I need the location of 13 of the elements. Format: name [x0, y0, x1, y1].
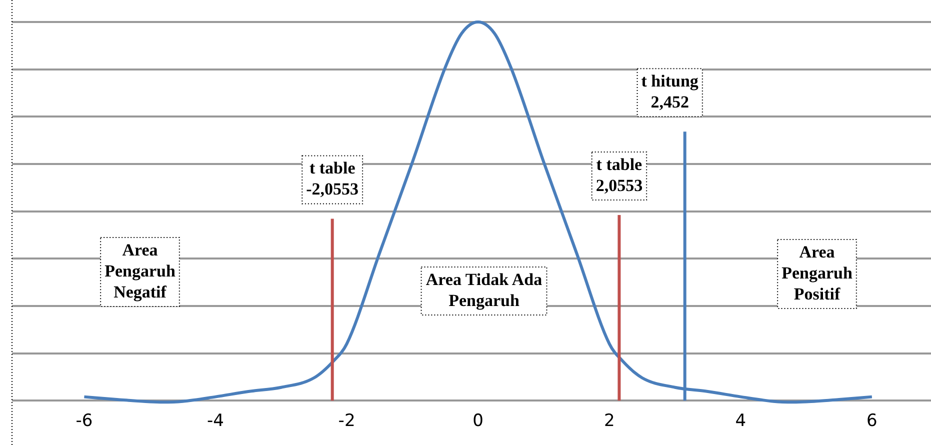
ref-line-label: t table -2,0553 — [306, 158, 359, 199]
x-tick-label: -2 — [338, 411, 356, 432]
x-tick-label: 2 — [604, 411, 615, 432]
annotation: Area Pengaruh Negatif — [104, 240, 176, 302]
x-tick-label: 4 — [735, 411, 746, 432]
ref-line-label: t hitung 2,452 — [641, 72, 699, 112]
annotation: Area Tidak Ada Pengaruh — [426, 270, 543, 310]
ref-line-label: t table 2,0553 — [596, 154, 643, 195]
x-tick-label: -4 — [207, 411, 224, 432]
x-tick-label: 0 — [472, 411, 484, 432]
x-tick-label: -6 — [76, 411, 93, 432]
x-tick-label: 6 — [866, 411, 878, 432]
annotation: Area Pengaruh Positif — [782, 242, 853, 304]
